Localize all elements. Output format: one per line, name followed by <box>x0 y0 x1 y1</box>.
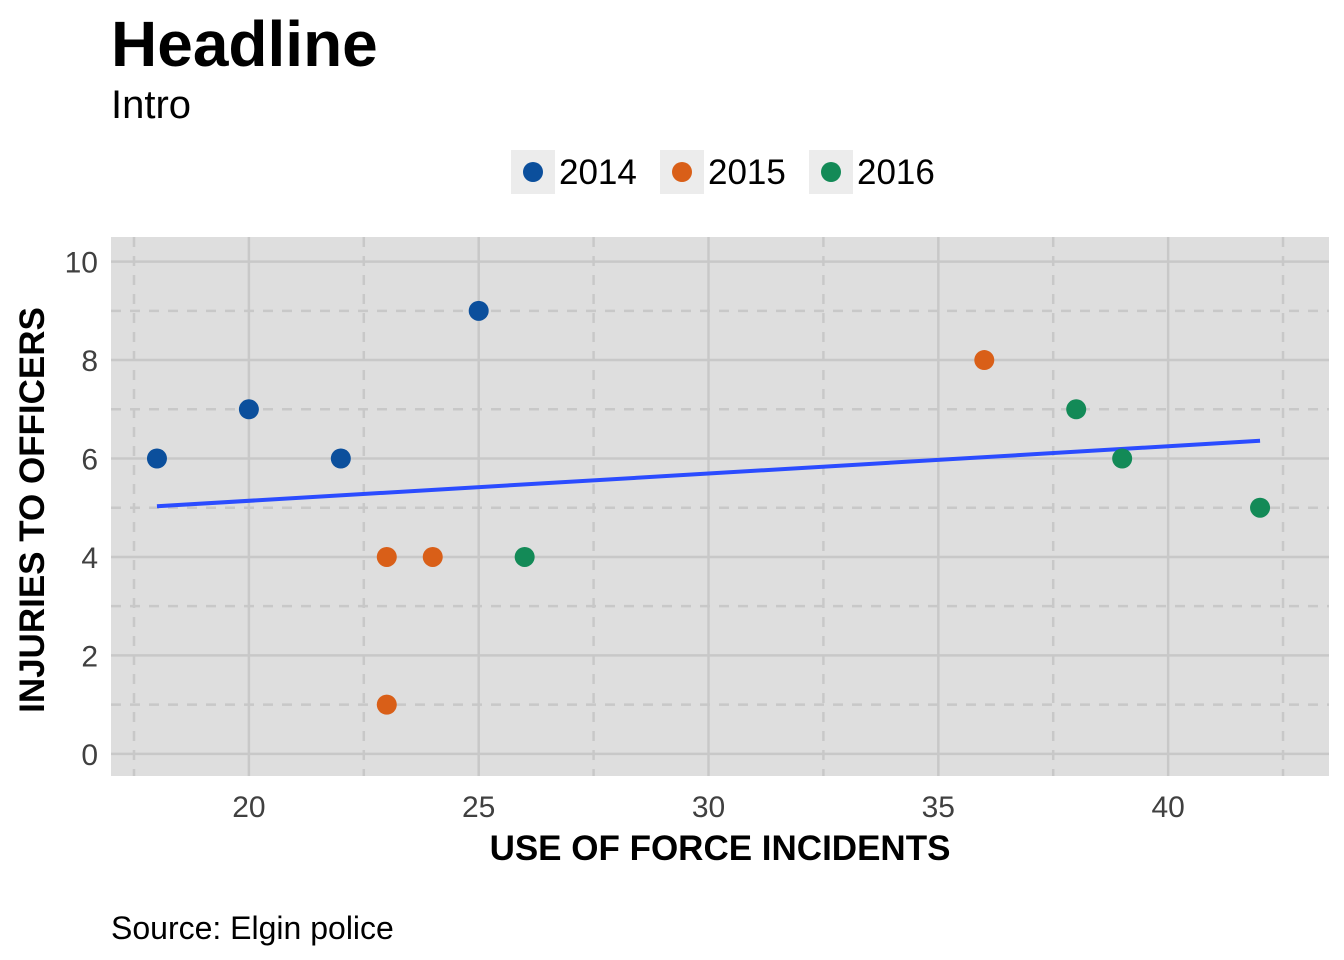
chart-subtitle: Intro <box>111 83 191 127</box>
x-axis-label: USE OF FORCE INCIDENTS <box>490 829 951 868</box>
data-points <box>146 300 1271 715</box>
legend-item-2016: 2016 <box>809 150 935 194</box>
chart-caption: Source: Elgin police <box>111 910 394 946</box>
x-tick-label: 30 <box>692 791 725 824</box>
chart-title: Headline <box>111 8 378 80</box>
y-tick-label: 10 <box>65 247 98 280</box>
y-tick-label: 6 <box>81 444 98 477</box>
data-point-2015 <box>376 546 397 567</box>
trend-line <box>156 438 1261 509</box>
y-tick-label: 0 <box>81 739 98 772</box>
legend-item-2015: 2015 <box>660 150 786 194</box>
minor-gridlines <box>111 237 1329 776</box>
legend-key-marker <box>672 162 692 182</box>
data-point-2014 <box>330 448 351 469</box>
legend-key-marker <box>523 162 543 182</box>
legend-label: 2015 <box>708 153 786 192</box>
data-point-2014 <box>146 448 167 469</box>
x-tick-label: 20 <box>232 791 265 824</box>
x-tick-label: 35 <box>922 791 955 824</box>
legend-item-2014: 2014 <box>511 150 637 194</box>
y-tick-label: 2 <box>81 640 98 673</box>
legend: 2014 2015 2016 <box>511 150 935 194</box>
y-tick-label: 8 <box>81 345 98 378</box>
data-point-2015 <box>376 694 397 715</box>
x-axis-ticks: 20 25 30 35 40 <box>232 791 1185 824</box>
y-axis-ticks: 0 2 4 6 8 10 <box>65 247 98 772</box>
data-point-2014 <box>238 399 259 420</box>
data-point-2016 <box>1250 497 1271 518</box>
legend-key-marker <box>821 162 841 182</box>
trend-line-layer <box>156 438 1261 509</box>
data-point-2015 <box>974 350 995 371</box>
y-tick-label: 4 <box>81 542 98 575</box>
data-point-2016 <box>1112 448 1133 469</box>
x-tick-label: 40 <box>1151 791 1184 824</box>
data-point-2014 <box>468 300 489 321</box>
data-point-2016 <box>514 546 535 567</box>
data-point-2015 <box>422 546 443 567</box>
legend-label: 2014 <box>559 153 637 192</box>
legend-label: 2016 <box>857 153 935 192</box>
y-axis-label: INJURIES TO OFFICERS <box>13 307 52 713</box>
x-tick-label: 25 <box>462 791 495 824</box>
data-point-2016 <box>1066 399 1087 420</box>
